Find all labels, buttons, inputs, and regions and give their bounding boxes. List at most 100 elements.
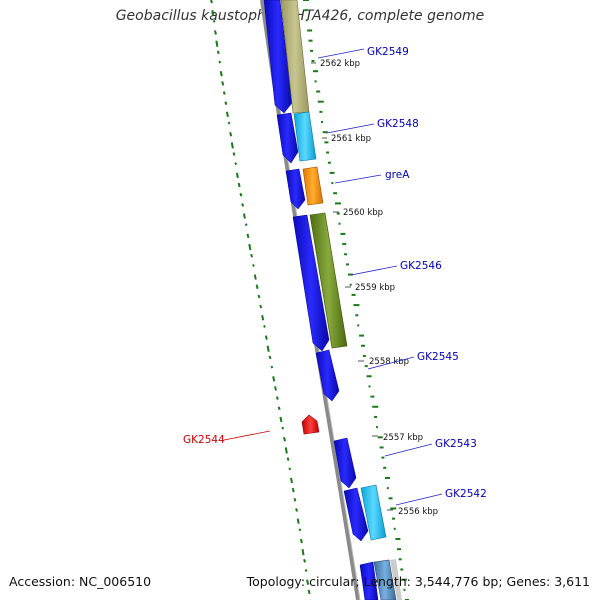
kbp-scale: 2562 kbp 2561 kbp 2560 kbp 2559 kbp 2558… [311, 59, 438, 517]
gc-tick-left [239, 192, 243, 197]
feature-boxes [280, 0, 402, 600]
gc-tick-left [295, 508, 299, 512]
gene-label[interactable]: GK2544 [183, 434, 225, 446]
gc-tick-left [211, 9, 215, 16]
gc-tick-left [221, 81, 225, 86]
forward-strand-arrows [263, 0, 379, 600]
gc-tick-left [241, 203, 245, 207]
gene-label[interactable]: GK2543 [435, 438, 477, 450]
leader-GK2542 [395, 493, 443, 506]
gc-tick-left [264, 335, 268, 340]
gc-tick-left [266, 345, 270, 352]
gc-tick-left [212, 19, 216, 23]
gene-label[interactable]: GK2545 [417, 351, 459, 363]
gene-box-GK2542 [360, 484, 387, 541]
gc-tick-left [275, 396, 279, 400]
gc-tick-left [219, 70, 223, 77]
gc-tick-left [306, 579, 310, 585]
gc-tick-left [244, 223, 248, 227]
gc-tick-left [252, 263, 255, 267]
gc-tick-left [274, 386, 277, 391]
gene-box-partial [373, 559, 397, 600]
gene-leader-lines [223, 48, 443, 506]
gc-tick-left [281, 426, 285, 430]
gc-tick-left [214, 30, 217, 35]
orf-arrow [315, 349, 340, 402]
leader-GK2548 [326, 123, 375, 134]
gc-tick-left [227, 121, 231, 125]
gene-labels: GK2549 GK2548 greA GK2546 GK2545 GK2544 … [183, 46, 487, 500]
leader-GK2544 [223, 430, 271, 441]
gc-tick-left [261, 315, 265, 321]
gc-tick-left [301, 548, 305, 556]
gc-tick-left [225, 111, 229, 118]
gc-tick-left [283, 437, 286, 442]
gene-label[interactable]: GK2546 [400, 260, 442, 272]
gc-tick-left [229, 131, 233, 137]
gc-tick-left [284, 447, 288, 454]
leader-GK2549 [317, 48, 365, 59]
kbp-label: 2562 kbp [320, 59, 360, 69]
accession-text: Accession: NC_006510 [9, 574, 152, 589]
gc-tick-left [248, 243, 252, 251]
gc-tick-left [246, 233, 250, 239]
gc-tick-left [237, 182, 241, 188]
kbp-label: 2556 kbp [398, 507, 438, 517]
gc-tick-left [230, 142, 234, 149]
leader-GK2546 [350, 265, 398, 276]
map-title: Geobacillus kaustophilus HTA426, complet… [115, 8, 485, 24]
gc-tick-left [296, 518, 300, 524]
gc-tick-left [235, 172, 239, 179]
orf-arrow [292, 214, 330, 352]
gc-tick-left [291, 487, 295, 493]
gc-tick-left [299, 538, 303, 544]
gc-tick-left [279, 416, 283, 423]
orf-arrow [359, 561, 379, 600]
gc-tick-left [268, 355, 272, 360]
gc-tick-left [288, 467, 292, 471]
gene-label[interactable]: GK2542 [445, 488, 487, 500]
gc-tick-left [298, 528, 302, 532]
gc-content-ticks [210, 0, 409, 600]
gc-tick-left [242, 213, 246, 219]
gc-tick-left [263, 324, 266, 328]
gene-label[interactable]: greA [385, 169, 410, 181]
gc-tick-left [215, 40, 219, 47]
gc-tick-left [307, 589, 311, 595]
gc-tick-left [250, 253, 254, 258]
gc-tick-left [272, 376, 276, 382]
kbp-label: 2560 kbp [343, 208, 383, 218]
orf-arrow [343, 487, 369, 542]
gc-tick-left [222, 91, 226, 95]
kbp-label: 2558 kbp [369, 357, 409, 367]
leader-GK2543 [384, 443, 433, 457]
gc-tick-left [259, 304, 263, 309]
gene-box-GK2546 [309, 212, 348, 349]
orf-arrow [276, 112, 299, 164]
gc-tick-left [257, 294, 261, 299]
gene-arrow-GK2544 [301, 414, 320, 435]
gene-label[interactable]: GK2548 [377, 118, 419, 130]
kbp-label: 2557 kbp [383, 433, 423, 443]
orf-arrow [263, 0, 293, 114]
gc-tick-left [270, 365, 274, 369]
gc-tick-left [232, 152, 236, 156]
gc-tick-left [218, 60, 222, 64]
topology-text: Topology: circular; Length: 3,544,776 bp… [246, 574, 590, 589]
gc-tick-left [293, 497, 297, 502]
gc-tick-left [303, 559, 307, 563]
gc-tick-left [210, 0, 213, 4]
gene-label[interactable]: GK2549 [367, 46, 409, 58]
gc-tick-left [304, 569, 308, 572]
gc-tick-left [216, 50, 220, 55]
gc-tick-left [286, 457, 290, 461]
kbp-label: 2561 kbp [331, 134, 371, 144]
orf-arrow [285, 168, 306, 210]
gc-tick-left [253, 274, 257, 280]
leader-greA [334, 174, 382, 184]
gene-box-greA [302, 166, 324, 206]
gc-tick-left [255, 284, 259, 289]
gc-tick-left [234, 162, 238, 166]
gc-tick-left [290, 477, 293, 484]
